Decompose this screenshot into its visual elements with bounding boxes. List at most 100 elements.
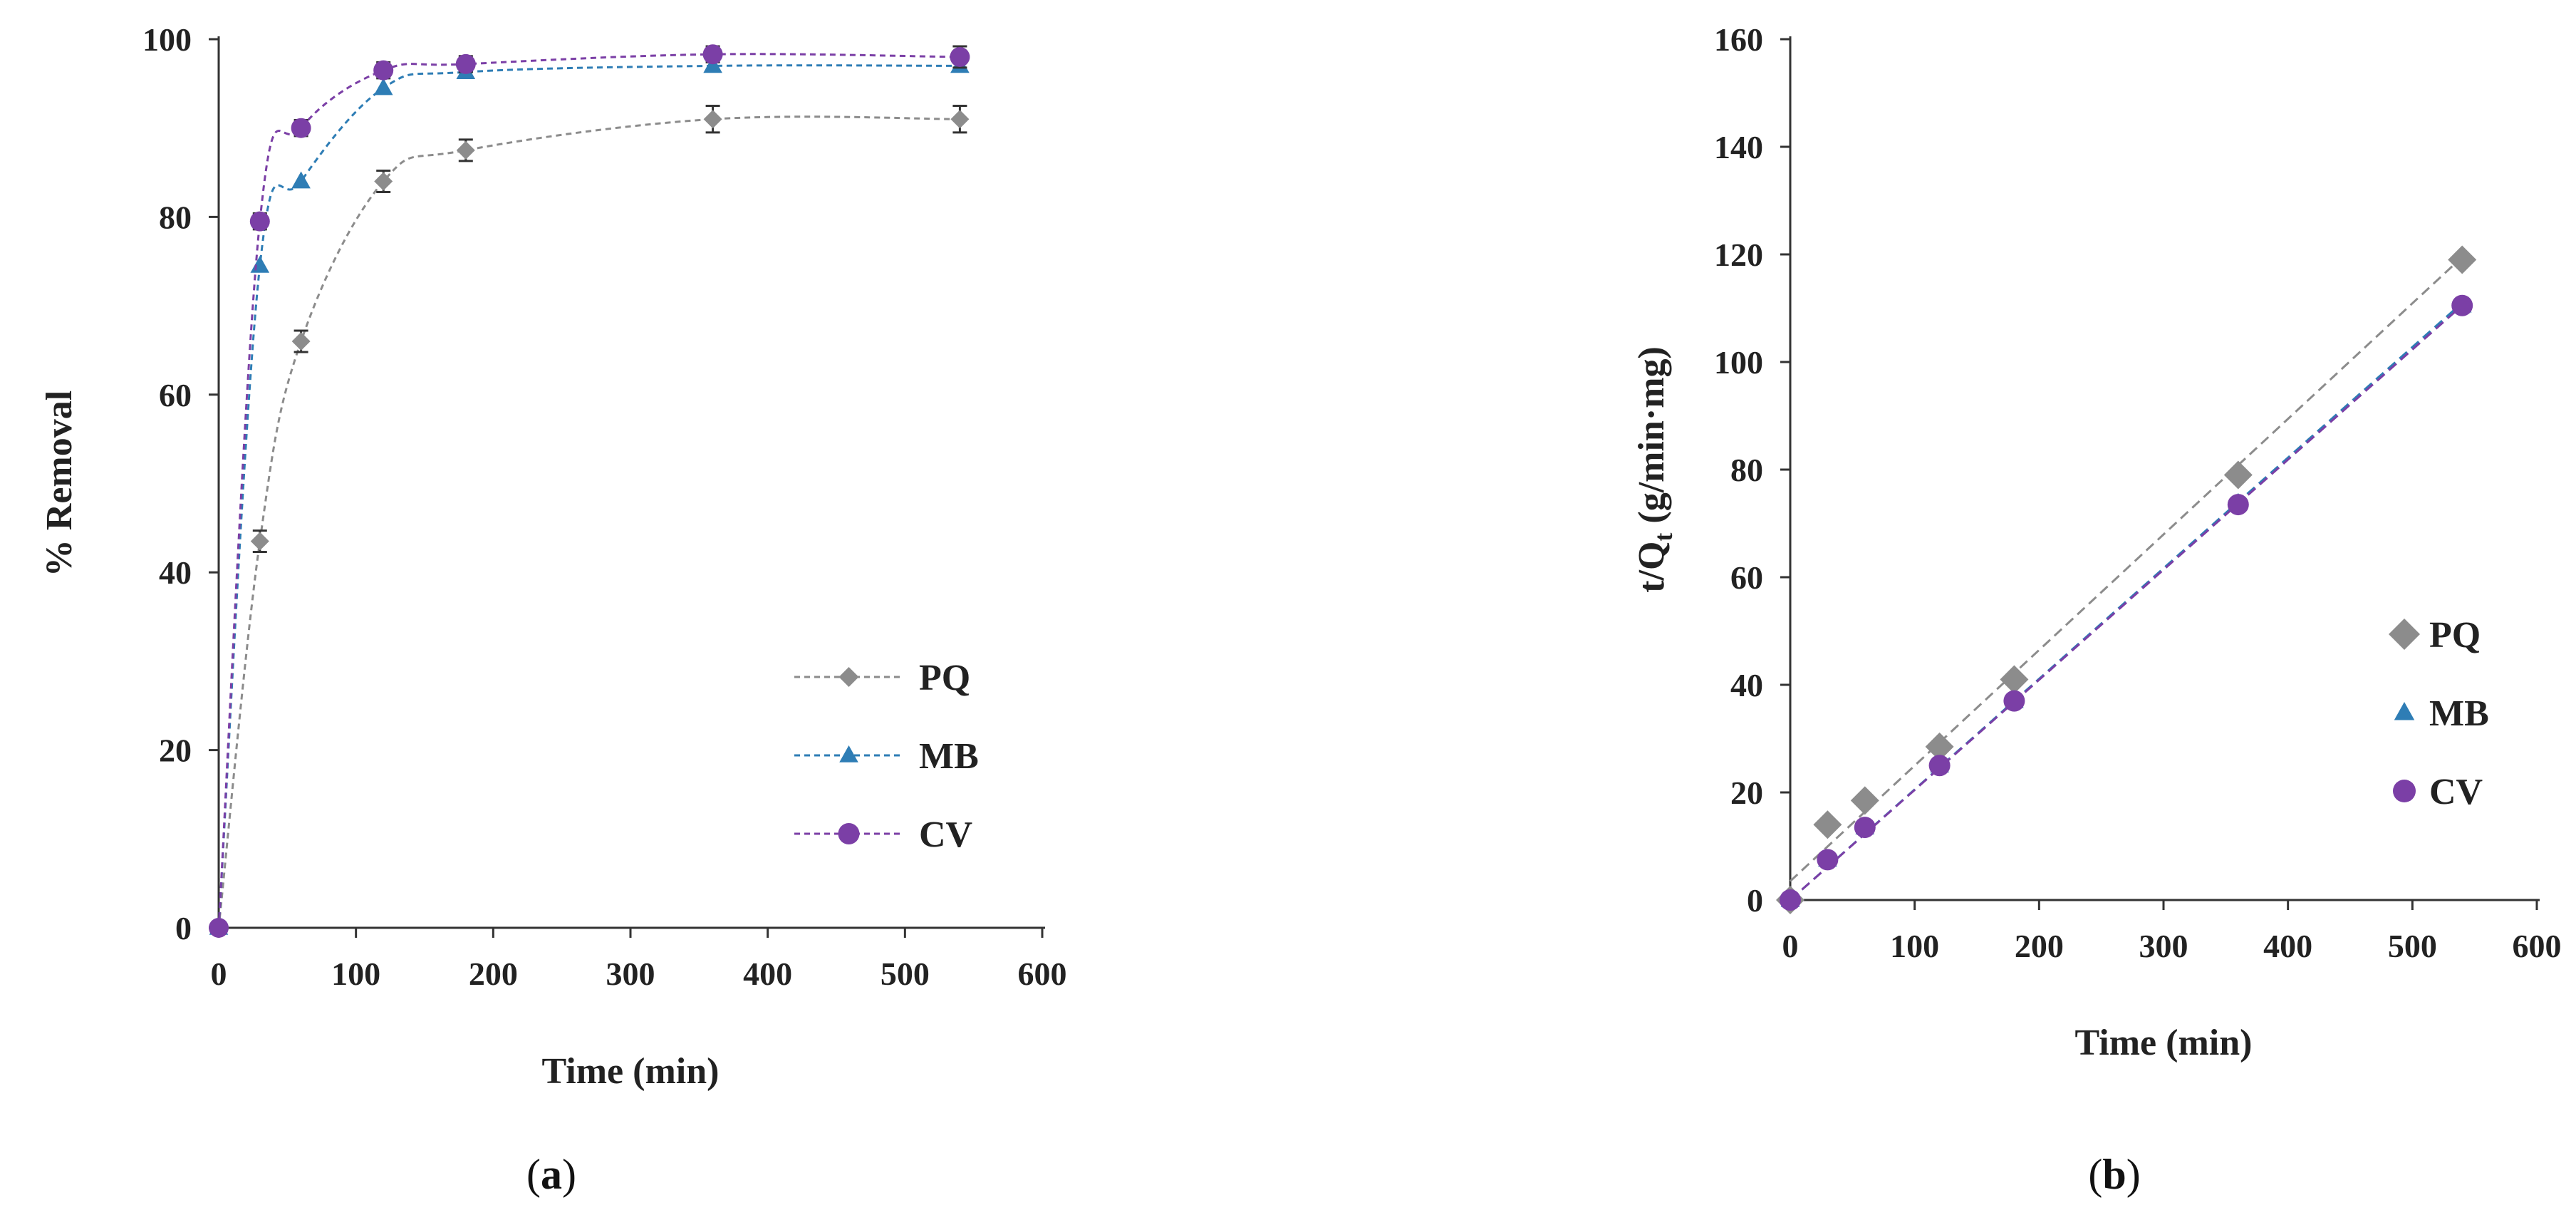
- legend-marker: [2394, 702, 2415, 720]
- data-point: [456, 140, 475, 160]
- panel-label: (a): [526, 1151, 576, 1198]
- x-axis-title: Time (min): [2075, 1023, 2253, 1063]
- legend-label: CV: [2429, 772, 2483, 812]
- chart-panel-b: 0 20 40 60 80 100 120 140 160 0 100 200 300 400 500 600…: [1631, 21, 2562, 1198]
- y-tick-label: 140: [1714, 129, 1763, 165]
- data-point: [1850, 786, 1879, 815]
- series-pq: [209, 105, 970, 937]
- x-tick-label: 300: [606, 956, 655, 992]
- data-point: [950, 46, 970, 67]
- x-tick-label: 400: [2263, 928, 2312, 964]
- data-point: [1928, 755, 1951, 777]
- legend-marker: [838, 823, 860, 844]
- chart-panel-a: 0 20 40 60 80 100 0 100 200 300 400 500 600 Time (min…: [39, 21, 1067, 1198]
- x-tick-label: 200: [2015, 928, 2064, 964]
- panel-label-open: (: [2088, 1151, 2102, 1198]
- y-tick-label: 60: [159, 377, 192, 413]
- series-pq: [1776, 245, 2477, 914]
- y-axis-title-main: t/Q: [1631, 542, 1672, 593]
- data-point: [2223, 460, 2253, 490]
- legend-label: MB: [919, 736, 979, 777]
- x-tick-label: 600: [2513, 928, 2562, 964]
- data-point: [702, 44, 723, 65]
- data-point: [2448, 245, 2477, 274]
- x-tick-label: 0: [211, 956, 227, 992]
- data-point: [373, 60, 394, 81]
- data-point: [703, 110, 722, 129]
- data-point: [1854, 817, 1876, 839]
- panel-label-close: ): [2126, 1151, 2141, 1198]
- x-tick-label: 500: [881, 956, 930, 992]
- panel-label-letter: b: [2102, 1151, 2126, 1198]
- data-point: [291, 118, 311, 138]
- data-point: [1780, 889, 1801, 911]
- legend-marker: [2389, 619, 2420, 650]
- panel-label-letter: a: [541, 1151, 562, 1198]
- data-point: [374, 172, 393, 191]
- y-tick-label: 0: [1747, 882, 1763, 919]
- data-point: [291, 331, 311, 351]
- y-tick-label: 40: [159, 554, 192, 591]
- series-line: [217, 64, 960, 929]
- y-tick-label: 100: [1714, 344, 1763, 381]
- legend: PQ MB CV: [794, 658, 979, 855]
- legend-label: CV: [919, 815, 972, 855]
- x-tick-label: 200: [469, 956, 518, 992]
- data-point: [373, 78, 393, 95]
- data-point: [291, 171, 311, 189]
- data-point: [950, 110, 970, 129]
- series-line: [217, 115, 960, 929]
- x-tick-label: 300: [2139, 928, 2188, 964]
- x-tick-label: 600: [1018, 956, 1067, 992]
- panel-label-close: ): [562, 1151, 576, 1198]
- legend: PQ MB CV: [2389, 615, 2489, 812]
- x-tick-label: 0: [1782, 928, 1799, 964]
- y-tick-label: 40: [1730, 667, 1763, 703]
- legend-marker: [838, 667, 859, 687]
- data-point: [1817, 849, 1839, 871]
- series-mb: [1780, 295, 2472, 907]
- y-tick-label: 80: [159, 199, 192, 235]
- data-point: [209, 918, 229, 938]
- y-axis-title: % Removal: [39, 391, 80, 576]
- legend-marker: [839, 745, 858, 762]
- panel-label: (b): [2088, 1151, 2140, 1198]
- legend-label: PQ: [2429, 615, 2481, 656]
- y-tick-label: 100: [142, 21, 192, 58]
- series-cv: [1780, 294, 2473, 911]
- data-point: [2451, 294, 2473, 316]
- y-axis-title: t/Qt (g/min·mg): [1631, 346, 1678, 593]
- x-axis-title: Time (min): [542, 1051, 720, 1092]
- series-mb: [209, 56, 970, 935]
- y-tick-label: 120: [1714, 237, 1763, 273]
- y-tick-label: 20: [159, 733, 192, 769]
- y-tick-label: 0: [175, 910, 192, 946]
- fit-line: [1789, 256, 2463, 882]
- data-point: [1813, 810, 1842, 839]
- legend-marker: [2393, 780, 2416, 802]
- data-point: [250, 255, 270, 273]
- data-point: [249, 211, 270, 232]
- y-tick-label: 60: [1730, 559, 1763, 596]
- data-point: [2000, 665, 2029, 694]
- data-point: [250, 532, 269, 551]
- legend-label: MB: [2429, 693, 2489, 734]
- series-cv: [209, 44, 970, 938]
- x-tick-label: 100: [331, 956, 380, 992]
- y-tick-label: 160: [1714, 21, 1763, 58]
- y-axis-title-units: (g/min·mg): [1631, 346, 1672, 532]
- data-point: [2227, 494, 2249, 516]
- y-tick-label: 80: [1730, 452, 1763, 488]
- x-tick-label: 100: [1890, 928, 1939, 964]
- data-point: [703, 56, 722, 73]
- legend-label: PQ: [919, 658, 970, 698]
- y-tick-label: 20: [1730, 775, 1763, 811]
- x-tick-label: 500: [2388, 928, 2437, 964]
- y-axis-title-subscript: t: [1649, 533, 1678, 542]
- data-point: [455, 53, 476, 74]
- data-point: [1925, 732, 1954, 761]
- data-point: [2003, 690, 2025, 712]
- fit-line: [1790, 304, 2463, 901]
